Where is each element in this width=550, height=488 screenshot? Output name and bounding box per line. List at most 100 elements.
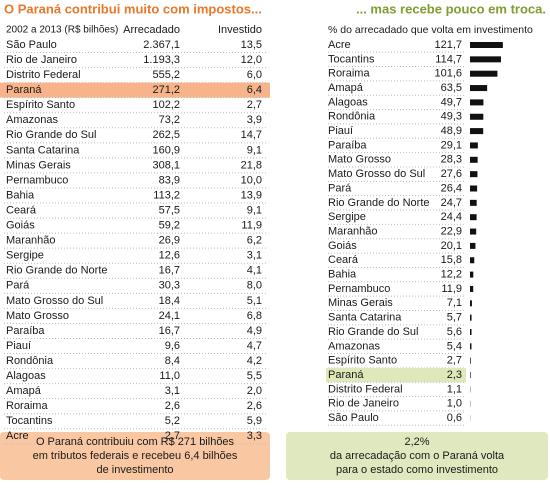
row-highlight <box>0 82 270 98</box>
invested: 12,0 <box>241 54 262 66</box>
value-label: 1,0 <box>447 398 462 410</box>
state: Rio Grande do Norte <box>6 265 108 277</box>
invested: 4,1 <box>247 265 262 277</box>
value-label: 12,2 <box>441 269 462 281</box>
value-label: 2,7 <box>447 355 462 367</box>
value-label: 0,6 <box>447 412 462 424</box>
value-label: 20,1 <box>441 240 462 252</box>
value-label: 101,6 <box>434 68 462 80</box>
invested: 21,8 <box>241 159 262 171</box>
left-note: de investimento <box>96 464 173 476</box>
bar <box>470 113 484 120</box>
bar <box>470 271 474 278</box>
state: Amazonas <box>6 114 58 126</box>
invested: 9,1 <box>247 204 262 216</box>
state: Amazonas <box>328 340 380 352</box>
state: Bahia <box>328 269 357 281</box>
state: Rio Grande do Norte <box>328 197 430 209</box>
collected: 26,9 <box>159 235 180 247</box>
value-label: 28,3 <box>441 154 462 166</box>
value-label: 29,1 <box>441 139 462 151</box>
value-label: 5,4 <box>447 340 462 352</box>
value-label: 1,1 <box>447 383 462 395</box>
state: Paraíba <box>6 325 45 337</box>
value-label: 48,9 <box>441 125 462 137</box>
state: Pernambuco <box>328 283 390 295</box>
collected: 16,7 <box>159 265 180 277</box>
invested: 10,0 <box>241 174 262 186</box>
state: Mato Grosso <box>6 310 69 322</box>
collected: 113,2 <box>153 189 180 201</box>
value-label: 5,6 <box>447 326 462 338</box>
invested: 6,2 <box>247 235 262 247</box>
bar <box>470 372 471 379</box>
value-label: 2,3 <box>447 369 462 381</box>
invested: 3,3 <box>247 430 262 442</box>
bar <box>470 56 501 63</box>
left-header: 2002 a 2013 (R$ bilhões) <box>6 25 118 36</box>
value-label: 27,6 <box>441 168 462 180</box>
bar <box>470 357 471 364</box>
state: Bahia <box>6 189 35 201</box>
left-title: O Paraná contribui muito com impostos... <box>4 1 262 16</box>
state: Mato Grosso do Sul <box>6 295 103 307</box>
state: Goiás <box>6 220 35 232</box>
collected: 9,6 <box>165 340 180 352</box>
invested: 4,2 <box>247 355 262 367</box>
invested: 6,8 <box>247 310 262 322</box>
invested: 2,6 <box>247 400 262 412</box>
state: Maranhão <box>6 235 56 247</box>
state: Rondônia <box>6 355 54 367</box>
collected: 2,7 <box>165 430 180 442</box>
invested: 3,1 <box>247 250 262 262</box>
collected: 16,7 <box>159 325 180 337</box>
value-label: 5,7 <box>447 312 462 324</box>
left-header: Investido <box>218 24 262 36</box>
state: Piauí <box>328 125 353 137</box>
collected: 83,9 <box>159 174 180 186</box>
state: Sergipe <box>328 211 366 223</box>
value-label: 11,9 <box>441 283 462 295</box>
bar <box>470 285 474 292</box>
collected: 102,2 <box>152 99 180 111</box>
value-label: 22,9 <box>441 225 462 237</box>
bar <box>470 314 472 321</box>
right-note: 2,2% <box>404 436 429 448</box>
state: Santa Catarina <box>328 312 402 324</box>
value-label: 26,4 <box>441 182 462 194</box>
collected: 73,2 <box>159 114 180 126</box>
bar <box>470 42 503 48</box>
collected: 59,2 <box>159 220 180 232</box>
state: Piauí <box>6 340 31 352</box>
left-header: Arrecadado <box>123 24 180 36</box>
state: Mato Grosso do Sul <box>328 168 425 180</box>
value-label: 49,7 <box>441 96 462 108</box>
state: Amapá <box>328 82 364 94</box>
collected: 555,2 <box>152 69 180 81</box>
invested: 5,5 <box>247 370 262 382</box>
right-title: ... mas recebe pouco em troca. <box>356 1 546 16</box>
state: Paraná <box>6 84 42 96</box>
bar <box>470 228 477 235</box>
collected: 1.193,3 <box>143 54 180 66</box>
bar <box>470 300 472 307</box>
state: Rio de Janeiro <box>328 398 399 410</box>
invested: 2,7 <box>247 99 262 111</box>
state: Mato Grosso <box>328 154 391 166</box>
invested: 6,0 <box>247 69 262 81</box>
state: Alagoas <box>328 96 368 108</box>
invested: 5,9 <box>247 415 262 427</box>
state: Rio de Janeiro <box>6 54 77 66</box>
collected: 12,6 <box>159 250 180 262</box>
collected: 271,2 <box>152 84 180 96</box>
bar <box>470 171 478 178</box>
state: Alagoas <box>6 370 46 382</box>
collected: 262,5 <box>152 129 180 141</box>
state: Pará <box>328 182 352 194</box>
state: Maranhão <box>328 225 378 237</box>
right-header: % do arrecadado que volta em investiment… <box>328 24 533 36</box>
state: Rio Grande do Sul <box>6 129 97 141</box>
state: Espírito Santo <box>328 355 397 367</box>
state: Tocantins <box>6 415 53 427</box>
